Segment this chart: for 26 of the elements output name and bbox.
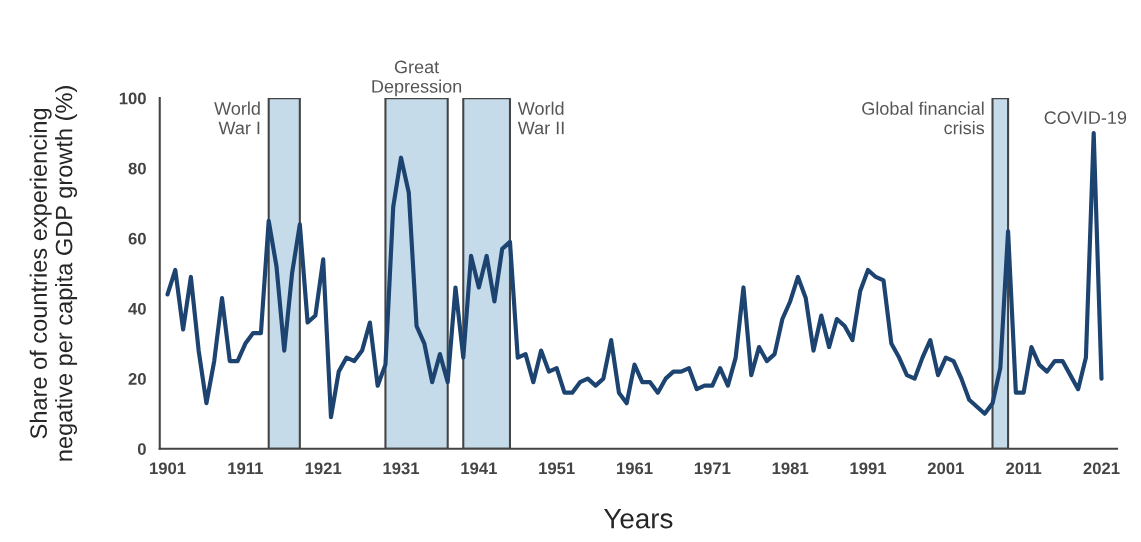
x-tick-label: 1901 [150,462,186,475]
x-tick-label: 1941 [461,462,497,475]
band-label: Global financial crisis [862,101,985,135]
x-tick-label: 2021 [1083,462,1120,475]
x-tick-label: 1981 [772,462,809,475]
x-tick-label: 1971 [694,462,731,475]
y-tick-label: 40 [128,302,146,315]
x-tick-label: 1991 [850,462,887,475]
x-tick-label: 1961 [617,462,653,475]
y-tick-label: 100 [119,92,146,105]
y-axis-title: Share of countries experiencing negative per capita GDP growth (%) [29,86,78,461]
annotation: COVID-19 [1044,111,1127,125]
x-tick-label: 2011 [1006,462,1042,475]
x-tick-label: 1921 [305,462,342,475]
y-tick-label: 60 [128,232,146,245]
y-tick-label: 20 [128,373,146,385]
y-tick-label: 0 [137,443,146,455]
x-tick-label: 2001 [927,462,964,475]
band-label: World War II [517,101,564,135]
x-axis-title: Years [603,509,673,529]
x-tick-label: 1911 [228,462,263,475]
band-label: Great Depression [372,60,462,97]
y-tick-label: 80 [128,162,146,175]
band-label: World War I [214,101,260,135]
x-tick-label: 1931 [383,462,420,475]
x-tick-label: 1951 [539,462,575,475]
